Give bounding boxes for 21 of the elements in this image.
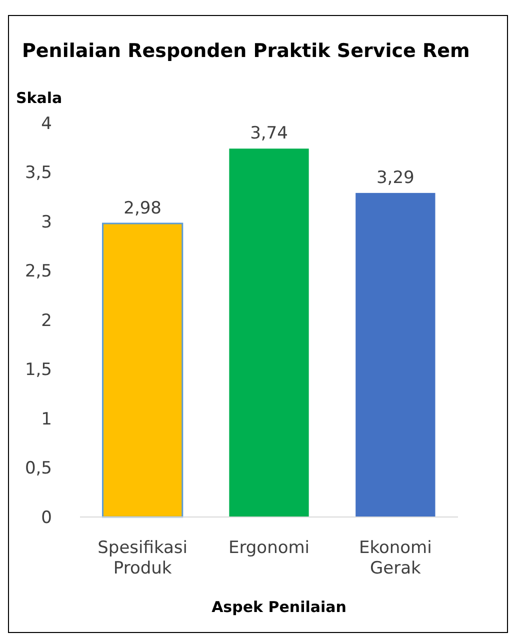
data-label: 3,74 [250,124,288,144]
x-tick-label: Ergonomi [228,538,310,558]
y-tick-label: 0,5 [24,458,52,479]
y-tick-label: 1,5 [24,360,52,380]
chart-title: Penilaian Responden Praktik Service Rem [22,40,470,62]
bar [102,222,184,518]
x-axis-title: Aspek Penilaian [212,598,346,616]
data-label: 3,29 [376,168,414,188]
data-label: 2,98 [124,198,162,218]
y-tick-label: 3,5 [24,163,52,184]
bar [229,148,309,517]
y-tick-label: 0 [41,508,52,528]
x-tick-label: Spesifikasi Produk [98,538,188,578]
y-tick-label: 1 [41,409,52,430]
y-tick-label: 2,5 [24,262,52,282]
y-tick-label: 4 [41,114,52,134]
y-tick-label: 2 [41,310,52,331]
y-axis-title: Skala [16,89,62,107]
y-tick-label: 3 [41,212,52,232]
bar [356,192,436,517]
x-tick-label: Ekonomi Gerak [359,538,432,578]
